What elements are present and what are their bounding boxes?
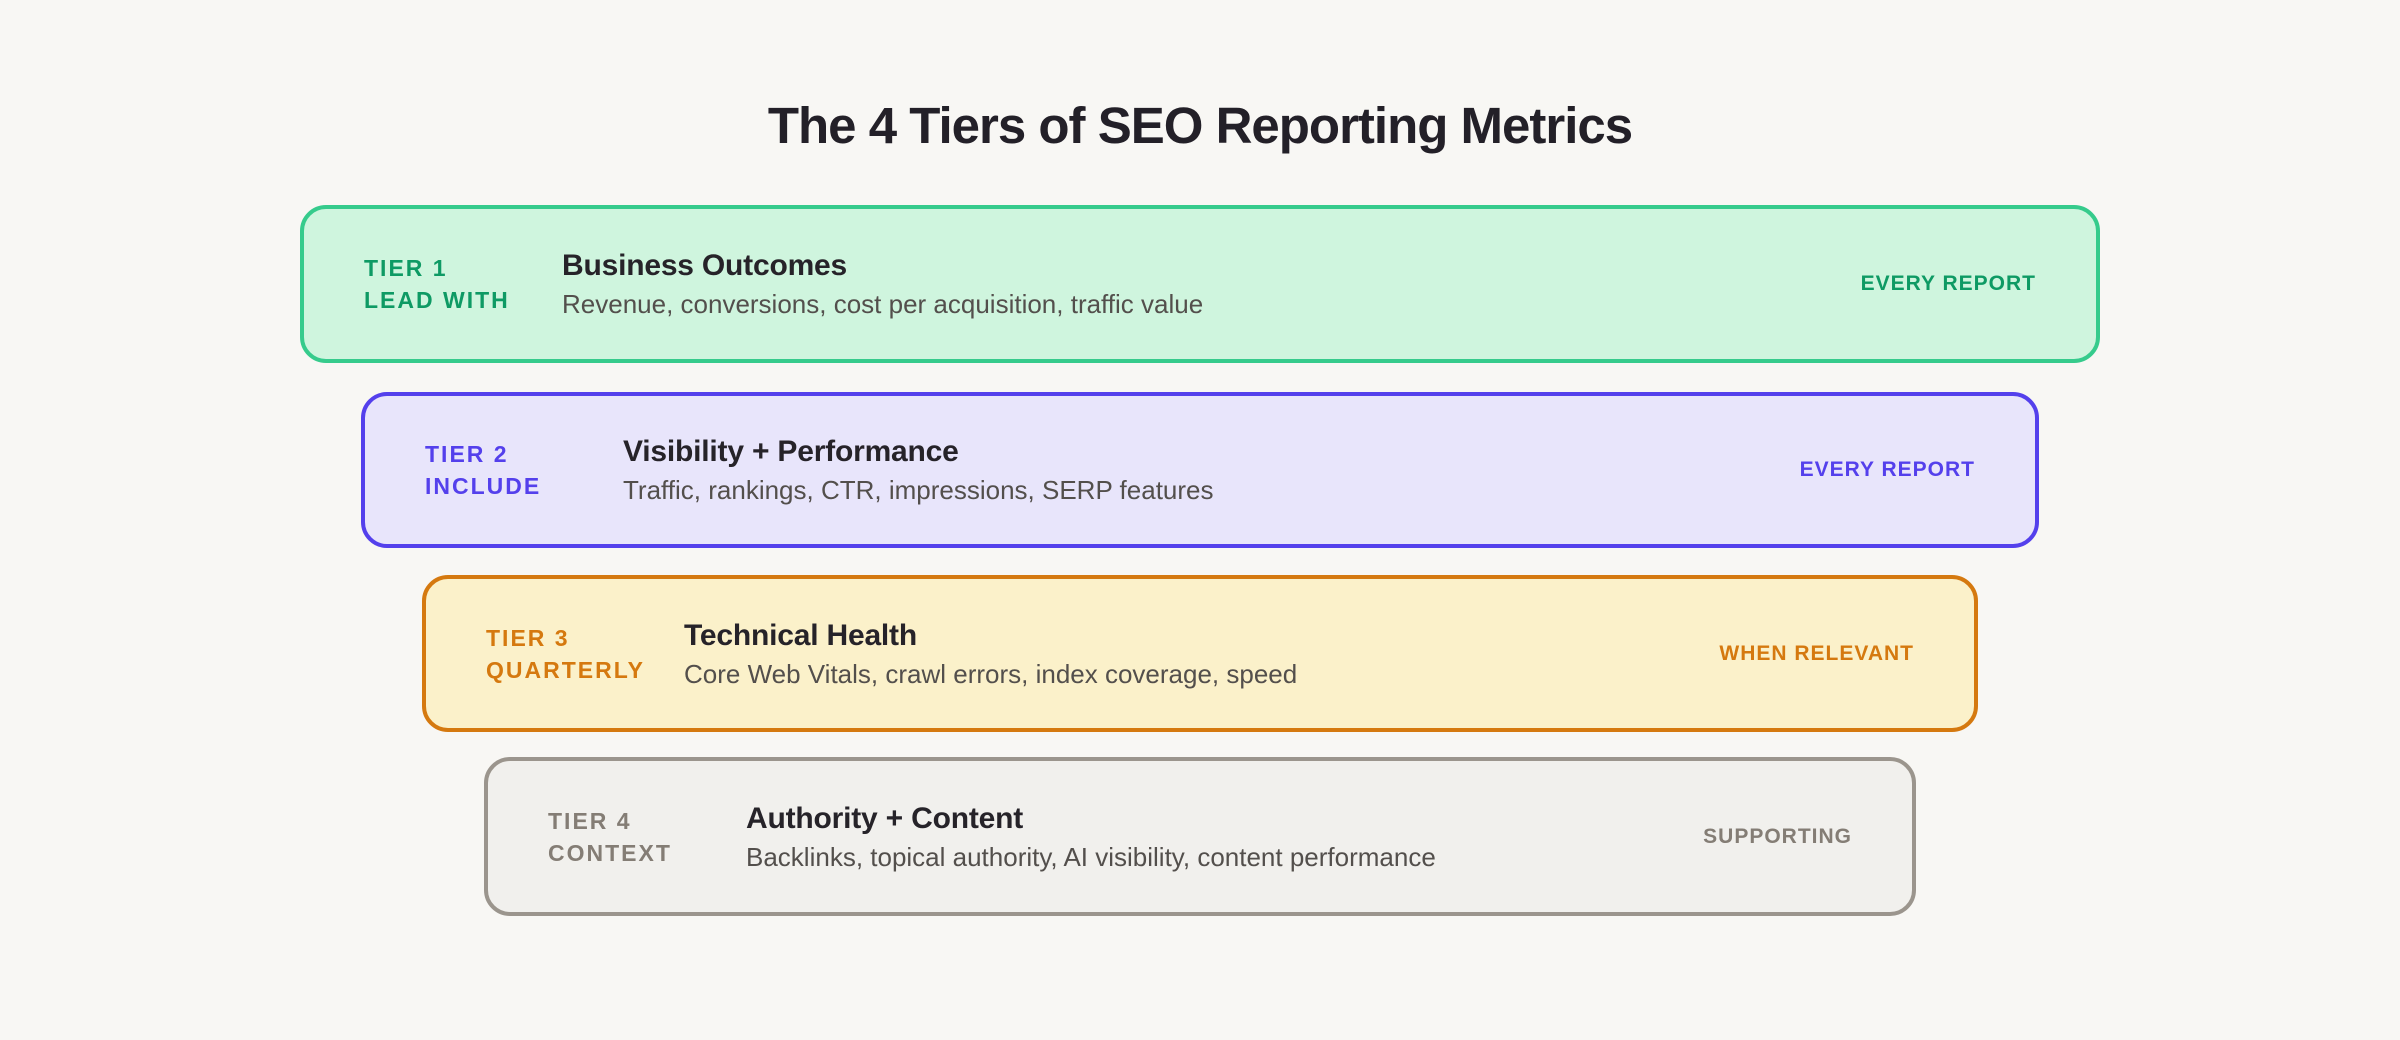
tier-1-action-label: LEAD WITH <box>364 287 510 313</box>
tier-1-content: Business Outcomes Revenue, conversions, … <box>562 246 1861 322</box>
tier-1-heading: Business Outcomes <box>562 249 848 282</box>
tier-2-content: Visibility + Performance Traffic, rankin… <box>623 432 1800 508</box>
tier-1-card: TIER 1 LEAD WITH Business Outcomes Reven… <box>300 205 2100 363</box>
tier-3-action-label: QUARTERLY <box>486 656 645 683</box>
tier-3-content: Technical Health Core Web Vitals, crawl … <box>684 616 1719 692</box>
tier-1-description: Revenue, conversions, cost per acquisiti… <box>562 289 1204 319</box>
tier-4-frequency-badge: SUPPORTING <box>1703 824 1852 848</box>
tier-4-heading: Authority + Content <box>746 801 1024 835</box>
tier-2-number-label: TIER 2 <box>425 441 509 467</box>
tier-2-frequency-badge: EVERY REPORT <box>1799 458 1975 481</box>
tier-1-frequency-badge: EVERY REPORT <box>1860 272 2036 295</box>
tier-3-label-group: TIER 3 QUARTERLY <box>486 622 684 686</box>
tier-2-action-label: INCLUDE <box>425 473 542 499</box>
tier-3-heading: Technical Health <box>684 618 917 652</box>
tier-3-card: TIER 3 QUARTERLY Technical Health Core W… <box>422 575 1978 732</box>
tier-4-number-label: TIER 4 <box>548 807 632 834</box>
tier-4-description: Backlinks, topical authority, AI visibil… <box>746 841 1436 872</box>
tier-4-action-label: CONTEXT <box>548 839 672 866</box>
tier-4-content: Authority + Content Backlinks, topical a… <box>746 799 1703 875</box>
tier-3-number-label: TIER 3 <box>486 624 570 651</box>
tier-4-label-group: TIER 4 CONTEXT <box>548 805 746 869</box>
tier-3-description: Core Web Vitals, crawl errors, index cov… <box>684 658 1298 689</box>
tier-2-description: Traffic, rankings, CTR, impressions, SER… <box>623 475 1214 505</box>
tier-4-card: TIER 4 CONTEXT Authority + Content Backl… <box>484 757 1916 916</box>
page-title: The 4 Tiers of SEO Reporting Metrics <box>767 97 1633 154</box>
tier-1-label-group: TIER 1 LEAD WITH <box>364 252 562 316</box>
tier-1-number-label: TIER 1 <box>364 255 448 281</box>
tier-2-label-group: TIER 2 INCLUDE <box>425 438 623 502</box>
tier-3-frequency-badge: WHEN RELEVANT <box>1719 641 1914 665</box>
tier-2-heading: Visibility + Performance <box>623 435 959 468</box>
tier-2-card: TIER 2 INCLUDE Visibility + Performance … <box>361 392 2039 548</box>
